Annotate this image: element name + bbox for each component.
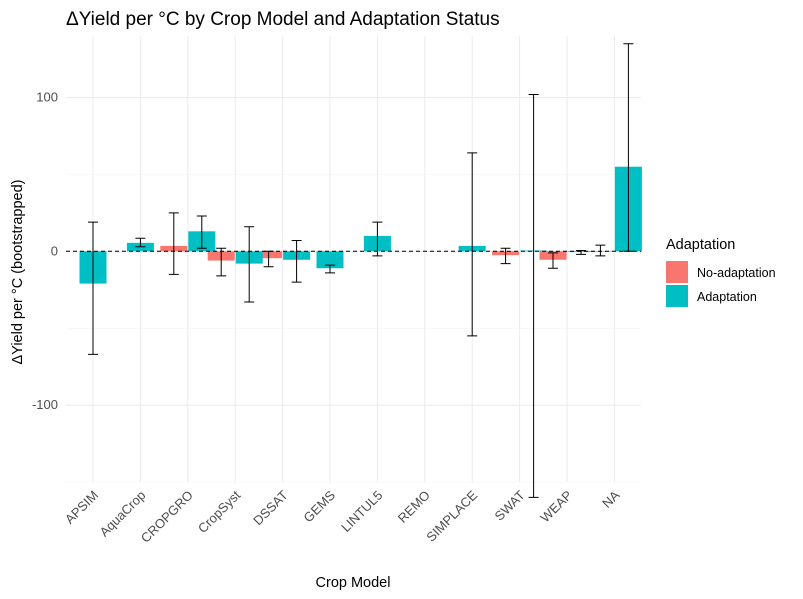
bar-gems-adaptation	[316, 251, 344, 269]
y-axis-title: ΔYield per °C (bootstrapped)	[10, 179, 26, 364]
grid	[66, 36, 641, 483]
legend: Adaptation No-adaptation Adaptation	[666, 237, 776, 307]
legend-title: Adaptation	[666, 237, 735, 253]
legend-swatch-no-adaptation	[666, 261, 688, 283]
y-axis-ticks: -100 0 100	[32, 90, 58, 413]
error-bar-swat-adaptation	[528, 93, 539, 498]
error-bar-apsim-adaptation	[88, 221, 98, 355]
y-tick-label: -100	[32, 397, 58, 412]
error-bar-dssat-adaptation	[291, 240, 302, 283]
x-tick-label-weap: WEAP	[537, 488, 575, 526]
error-bar-aquacrop-adaptation	[135, 237, 146, 248]
error-bar-cropsyst-adaptation	[244, 226, 255, 303]
x-tick-label-gems: GEMS	[300, 487, 338, 525]
chart-title: ΔYield per °C by Crop Model and Adaptati…	[66, 9, 500, 30]
x-tick-label-apsim: APSIM	[62, 488, 101, 527]
bars	[79, 166, 642, 284]
legend-label-no-adaptation: No-adaptation	[697, 266, 776, 280]
error-bar-cropsyst-no-adaptation	[216, 247, 227, 277]
x-tick-label-simplace: SIMPLACE	[423, 487, 480, 544]
error-bar-cropgro-adaptation	[196, 215, 207, 249]
error-bar-lintul5-adaptation	[372, 221, 383, 257]
x-tick-label-na: NA	[599, 487, 623, 511]
x-tick-label-dssat: DSSAT	[250, 487, 291, 528]
x-tick-label-swat: SWAT	[492, 487, 528, 523]
error-bar-simplace-adaptation	[467, 152, 478, 337]
y-tick-label: 100	[36, 90, 58, 105]
error-bar-swat-no-adaptation	[500, 247, 511, 265]
x-axis-title: Crop Model	[316, 575, 391, 591]
error-bar-weap-no-adaptation	[548, 252, 558, 269]
legend-swatch-adaptation	[666, 285, 688, 307]
error-bar-cropgro-no-adaptation	[168, 212, 179, 275]
error-bar-na-no-adaptation	[595, 244, 606, 257]
x-tick-label-cropsyst: CropSyst	[195, 487, 244, 536]
error-bars	[88, 43, 634, 498]
x-tick-label-lintul5: LINTUL5	[338, 488, 385, 535]
x-tick-label-remo: REMO	[395, 488, 433, 526]
y-tick-label: 0	[51, 243, 58, 258]
error-bar-gems-adaptation	[325, 264, 335, 274]
legend-label-adaptation: Adaptation	[697, 290, 757, 304]
